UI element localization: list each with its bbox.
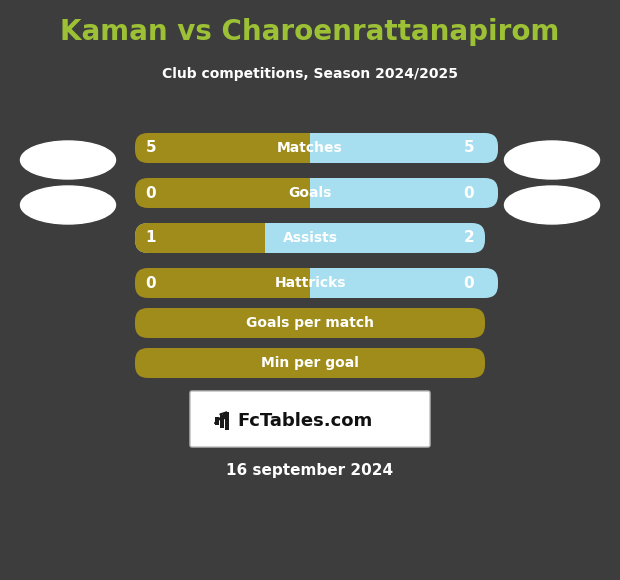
Text: 5: 5 <box>464 140 474 155</box>
Text: 0: 0 <box>146 276 156 291</box>
Text: 0: 0 <box>146 186 156 201</box>
Text: 1: 1 <box>146 230 156 245</box>
Text: Goals per match: Goals per match <box>246 316 374 330</box>
FancyBboxPatch shape <box>135 133 485 163</box>
Ellipse shape <box>505 186 600 224</box>
FancyBboxPatch shape <box>135 308 485 338</box>
Text: Hattricks: Hattricks <box>274 276 346 290</box>
FancyBboxPatch shape <box>310 268 498 298</box>
Ellipse shape <box>505 141 600 179</box>
Bar <box>225 412 229 430</box>
Text: Assists: Assists <box>283 231 337 245</box>
FancyBboxPatch shape <box>135 223 265 253</box>
FancyBboxPatch shape <box>135 268 485 298</box>
Text: 0: 0 <box>464 186 474 201</box>
Bar <box>310 133 323 163</box>
Text: 5: 5 <box>146 140 156 155</box>
Ellipse shape <box>20 186 115 224</box>
Text: Kaman vs Charoenrattanapirom: Kaman vs Charoenrattanapirom <box>60 18 560 46</box>
FancyBboxPatch shape <box>310 178 498 208</box>
Bar <box>252 223 265 253</box>
FancyBboxPatch shape <box>310 133 498 163</box>
Text: Min per goal: Min per goal <box>261 356 359 370</box>
Text: Matches: Matches <box>277 141 343 155</box>
Text: 16 september 2024: 16 september 2024 <box>226 462 394 477</box>
Ellipse shape <box>20 141 115 179</box>
FancyBboxPatch shape <box>190 391 430 447</box>
Text: Goals: Goals <box>288 186 332 200</box>
FancyBboxPatch shape <box>135 348 485 378</box>
Text: Club competitions, Season 2024/2025: Club competitions, Season 2024/2025 <box>162 67 458 81</box>
Text: FcTables.com: FcTables.com <box>237 412 372 430</box>
FancyBboxPatch shape <box>135 223 485 253</box>
FancyBboxPatch shape <box>135 178 485 208</box>
Bar <box>215 417 219 425</box>
Text: 0: 0 <box>464 276 474 291</box>
Text: 2: 2 <box>464 230 474 245</box>
Bar <box>310 268 323 298</box>
Bar <box>220 415 224 427</box>
Bar <box>310 178 323 208</box>
